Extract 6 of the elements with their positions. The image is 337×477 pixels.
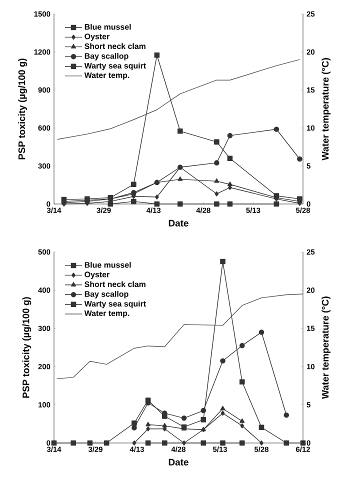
y2-axis-title: Water temperature (°C) xyxy=(322,296,330,399)
y-axis-title: PSP toxicity (µg/100 g) xyxy=(22,297,32,398)
y-axis-title: PSP toxicity (µg/100 g) xyxy=(18,58,28,160)
y2-axis-title: Water temperature (°C) xyxy=(322,58,330,160)
x-axis-title: Date xyxy=(168,458,188,466)
x-axis-title: Date xyxy=(168,220,188,227)
